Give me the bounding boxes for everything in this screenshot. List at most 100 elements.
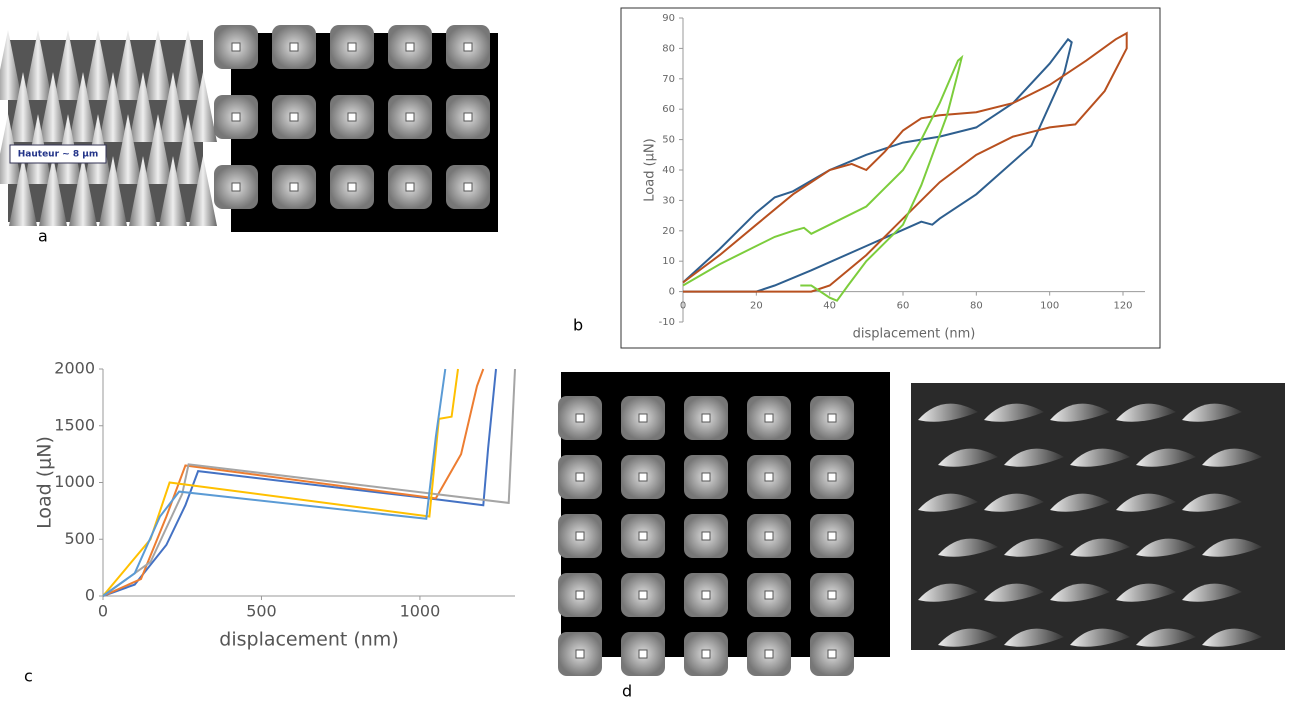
y-tick-label: 60 <box>662 104 675 115</box>
spike <box>1202 448 1262 467</box>
x-axis-label: displacement (nm) <box>219 629 398 651</box>
spike <box>1004 538 1064 557</box>
y-tick-label: 50 <box>662 135 675 146</box>
y-tick-label: 90 <box>662 13 675 24</box>
cone <box>99 156 127 226</box>
y-tick-label: 20 <box>662 226 675 237</box>
panel-label: d <box>622 682 632 701</box>
panel-label: b <box>573 316 583 335</box>
cone <box>24 30 52 100</box>
bump-tip <box>701 472 711 482</box>
spike <box>1182 493 1242 512</box>
spike <box>938 538 998 557</box>
series-line <box>102 368 459 597</box>
panel-label: a <box>38 227 48 246</box>
y-axis-label: Load (μN) <box>643 138 658 201</box>
series-line <box>682 37 1073 293</box>
spike <box>1070 448 1130 467</box>
bump-tip <box>638 413 648 423</box>
bump-tip <box>827 649 837 659</box>
spike <box>1070 538 1130 557</box>
bump-tip <box>289 182 299 192</box>
spike <box>1004 448 1064 467</box>
bump-tip <box>638 472 648 482</box>
sem-image-a <box>0 30 217 226</box>
y-tick-label: 30 <box>662 195 675 206</box>
panel-label: c <box>24 667 33 686</box>
cone <box>174 30 202 100</box>
bump-tip <box>638 531 648 541</box>
sem-image-d2 <box>911 383 1285 650</box>
cone <box>39 72 67 142</box>
bump-tip <box>347 112 357 122</box>
cone <box>84 30 112 100</box>
series-line <box>102 368 447 597</box>
bump-grid <box>214 25 490 209</box>
bump-tip <box>701 649 711 659</box>
y-tick-label: 0 <box>85 586 95 605</box>
bump-tip <box>764 472 774 482</box>
cone <box>114 114 142 184</box>
bump-tip <box>764 531 774 541</box>
spike <box>918 403 978 422</box>
y-tick-label: 1500 <box>54 415 95 434</box>
x-tick-label: 80 <box>970 301 983 312</box>
spike-grid <box>918 403 1262 647</box>
cone <box>174 114 202 184</box>
cone <box>9 72 37 142</box>
bump-tip <box>575 649 585 659</box>
cone <box>189 72 217 142</box>
spike <box>984 403 1044 422</box>
spike <box>1202 628 1262 647</box>
spike <box>1182 403 1242 422</box>
bump-tip <box>231 42 241 52</box>
cone <box>159 156 187 226</box>
bump-tip <box>289 42 299 52</box>
spike <box>1136 538 1196 557</box>
bump-tip <box>463 182 473 192</box>
bump-grid <box>558 396 854 676</box>
spike <box>1050 493 1110 512</box>
cone <box>69 72 97 142</box>
x-tick-label: 0 <box>98 602 108 621</box>
bump-tip <box>827 472 837 482</box>
bump-tip <box>764 590 774 600</box>
x-tick-label: 0 <box>680 301 686 312</box>
x-tick-label: 40 <box>823 301 836 312</box>
y-tick-label: 40 <box>662 165 675 176</box>
spike <box>1116 403 1176 422</box>
bump-tip <box>701 590 711 600</box>
bump-tip <box>463 112 473 122</box>
bump-tip <box>827 531 837 541</box>
spike <box>984 493 1044 512</box>
spike <box>1004 628 1064 647</box>
cone <box>0 30 22 100</box>
x-tick-label: 100 <box>1040 301 1059 312</box>
series-line <box>682 31 1128 293</box>
bump-tip <box>827 590 837 600</box>
bump-tip <box>575 472 585 482</box>
series-line <box>102 368 485 597</box>
cone <box>129 72 157 142</box>
bump-tip <box>638 649 648 659</box>
cone <box>129 156 157 226</box>
bump-tip <box>231 182 241 192</box>
spike <box>918 493 978 512</box>
y-tick-label: 70 <box>662 74 675 85</box>
cone <box>99 72 127 142</box>
bump-tip <box>347 42 357 52</box>
spike <box>918 583 978 602</box>
bump-tip <box>827 413 837 423</box>
spike <box>1136 628 1196 647</box>
cone <box>144 30 172 100</box>
cone <box>69 156 97 226</box>
cone <box>54 30 82 100</box>
spike <box>1070 628 1130 647</box>
spike <box>1050 403 1110 422</box>
bump-tip <box>463 42 473 52</box>
bump-tip <box>289 112 299 122</box>
series-line <box>102 368 516 597</box>
cone <box>159 72 187 142</box>
x-tick-label: 500 <box>246 602 277 621</box>
